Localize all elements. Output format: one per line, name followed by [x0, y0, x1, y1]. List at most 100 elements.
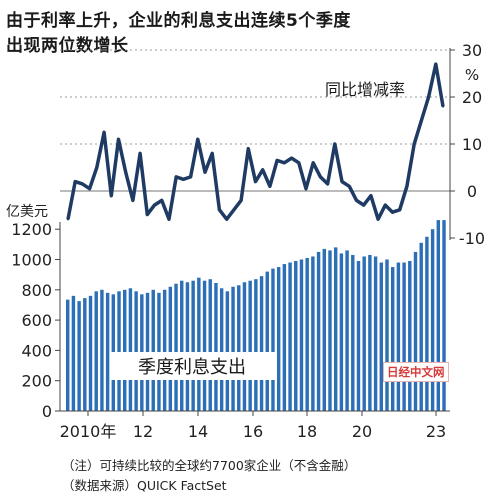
- bar: [396, 262, 401, 411]
- bar: [254, 279, 258, 411]
- line-point: [66, 218, 70, 221]
- line-point: [348, 185, 351, 188]
- bar: [248, 280, 252, 411]
- bar: [208, 279, 212, 411]
- line-point: [290, 156, 293, 160]
- watermark-logo: 日经中文网: [383, 362, 449, 382]
- bar: [322, 248, 326, 411]
- bar: [100, 289, 104, 411]
- left-axis-tick-label: 600: [21, 311, 52, 330]
- bar: [77, 301, 81, 411]
- bar: [436, 220, 441, 411]
- line-point: [196, 138, 200, 141]
- bar: [117, 291, 121, 411]
- bar: [231, 286, 235, 411]
- line-point: [182, 178, 185, 181]
- line-point: [333, 142, 337, 146]
- bar: [237, 285, 241, 411]
- line-point: [441, 105, 445, 108]
- bar: [430, 229, 435, 411]
- bar: [71, 295, 76, 411]
- line-point: [174, 175, 178, 179]
- axes: [55, 48, 455, 416]
- x-axis-tick-label: 14: [188, 422, 208, 441]
- right-axis-tick-label: 30: [462, 41, 482, 60]
- bar: [368, 254, 372, 411]
- bar: [294, 261, 298, 411]
- line-point: [340, 180, 344, 183]
- bar: [219, 288, 224, 411]
- bar: [408, 261, 412, 411]
- bar: [333, 247, 338, 411]
- bar: [242, 282, 247, 411]
- bar: [316, 251, 321, 411]
- left-axis-tick-label: 800: [21, 281, 52, 300]
- line-point: [420, 119, 423, 122]
- bar: [362, 256, 366, 411]
- x-axis-tick-label: 20: [352, 422, 372, 441]
- bar: [83, 298, 87, 411]
- footnote: （注）可持续比较的全球约7700家企业（不含金融）: [62, 458, 357, 473]
- left-axis-unit: 亿美元: [6, 204, 48, 220]
- line-point: [153, 203, 156, 207]
- line-point: [88, 187, 91, 190]
- line-point: [427, 95, 430, 99]
- line-point: [384, 203, 387, 207]
- line-point: [311, 161, 315, 164]
- line-point: [225, 218, 228, 221]
- right-axis-tick-label: 10: [462, 135, 482, 154]
- line-point: [74, 180, 77, 183]
- line-point: [124, 171, 127, 174]
- bar: [379, 262, 384, 411]
- line-point: [81, 182, 84, 186]
- line-point: [369, 194, 373, 197]
- bar: [259, 276, 264, 411]
- line-gridlines: [60, 49, 450, 192]
- bar: [276, 267, 281, 411]
- bar: [214, 282, 218, 411]
- line-point: [254, 180, 257, 183]
- bar: [339, 253, 344, 411]
- line-point: [362, 203, 365, 207]
- bar: [373, 256, 378, 411]
- bar: [191, 280, 195, 411]
- line-point: [131, 199, 135, 202]
- bar: [265, 271, 269, 411]
- line-point: [95, 166, 99, 169]
- line-point: [102, 131, 106, 134]
- x-axis-tick-label: 2010年: [60, 422, 117, 441]
- bar: [123, 289, 127, 411]
- line-point: [405, 185, 409, 188]
- bar: [311, 256, 315, 411]
- line-point: [232, 208, 236, 211]
- line-point: [218, 208, 221, 211]
- line-point: [211, 152, 214, 155]
- bar: [185, 282, 190, 411]
- chart-title-line-1: 由于利率上升，企业的利息支出连续5个季度: [6, 11, 351, 31]
- line-point: [239, 199, 243, 202]
- line-point: [247, 147, 250, 150]
- line-point: [261, 168, 264, 172]
- bar: [105, 292, 110, 411]
- left-axis-tick-label: 1000: [11, 251, 52, 270]
- bar: [94, 291, 98, 411]
- bar: [225, 291, 230, 411]
- source-note: （数据来源）QUICK FactSet: [62, 478, 227, 493]
- x-axis-tick-label: 16: [243, 422, 263, 441]
- line-point: [110, 194, 113, 197]
- line-point: [297, 161, 300, 164]
- bar: [180, 280, 184, 411]
- bar: [168, 286, 173, 411]
- bar: [271, 268, 275, 411]
- line-point: [283, 161, 286, 164]
- x-axis-tick-label: 23: [426, 422, 446, 441]
- line-point: [376, 218, 380, 221]
- bar: [442, 220, 446, 411]
- right-axis-tick-label: -10: [459, 229, 485, 248]
- line-point: [326, 182, 329, 186]
- line-point: [160, 199, 163, 202]
- bar: [145, 292, 150, 411]
- bar: [174, 283, 178, 411]
- left-axis-tick-label: 1200: [11, 220, 52, 239]
